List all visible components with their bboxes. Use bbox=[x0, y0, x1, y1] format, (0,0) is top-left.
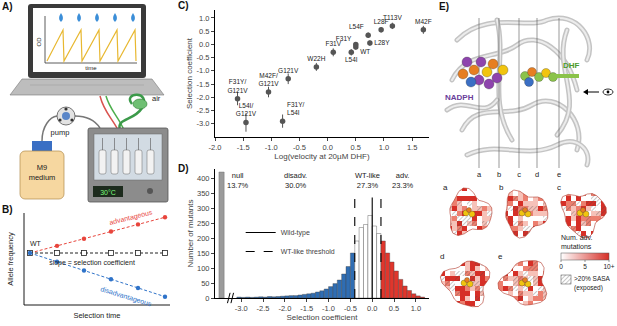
svg-text:advantageous: advantageous bbox=[109, 208, 154, 227]
svg-text:0: 0 bbox=[559, 263, 563, 270]
svg-text:null13.7%: null13.7% bbox=[227, 171, 249, 190]
svg-text:200: 200 bbox=[197, 234, 210, 243]
svg-text:F31Y: F31Y bbox=[336, 35, 352, 42]
html-text:C): C) bbox=[178, 0, 189, 11]
svg-text:50: 50 bbox=[201, 279, 209, 288]
svg-text:350: 350 bbox=[197, 189, 210, 198]
svg-text:100: 100 bbox=[197, 264, 210, 273]
svg-text:250: 250 bbox=[197, 219, 210, 228]
svg-text:(exposed): (exposed) bbox=[574, 284, 603, 292]
svg-text:-1.0: -1.0 bbox=[322, 304, 335, 313]
svg-text:-0.5: -0.5 bbox=[344, 304, 357, 313]
svg-text:1.0: 1.0 bbox=[199, 14, 209, 23]
svg-text:>20% SASA: >20% SASA bbox=[574, 275, 611, 282]
svg-text:W22H: W22H bbox=[307, 55, 325, 62]
svg-text:Selection time: Selection time bbox=[73, 311, 120, 320]
svg-text:adv.23.3%: adv.23.3% bbox=[392, 171, 414, 190]
svg-text:e: e bbox=[498, 252, 503, 261]
svg-text:0.0: 0.0 bbox=[367, 304, 377, 313]
svg-text:F31Y/L54I: F31Y/L54I bbox=[287, 101, 305, 116]
svg-text:-2.0: -2.0 bbox=[197, 93, 210, 102]
svg-text:WT: WT bbox=[30, 240, 42, 247]
svg-text:400: 400 bbox=[197, 174, 210, 183]
svg-text:-3.0: -3.0 bbox=[235, 304, 248, 313]
svg-text:WT-like27.3%: WT-like27.3% bbox=[355, 171, 380, 190]
svg-text:0: 0 bbox=[205, 294, 209, 303]
svg-text:M42F: M42F bbox=[415, 18, 432, 25]
svg-text:10+: 10+ bbox=[603, 263, 614, 270]
svg-text:300: 300 bbox=[197, 204, 210, 213]
svg-text:DHF: DHF bbox=[563, 61, 580, 70]
svg-text:150: 150 bbox=[197, 249, 210, 258]
svg-text:a: a bbox=[443, 183, 448, 192]
html-text:B): B) bbox=[2, 204, 13, 215]
svg-text:Num. adv.: Num. adv. bbox=[561, 234, 592, 241]
svg-text:c: c bbox=[517, 170, 521, 179]
svg-text:L28F: L28F bbox=[374, 18, 389, 25]
svg-text:d: d bbox=[440, 252, 444, 261]
html-text:D): D) bbox=[178, 163, 189, 174]
svg-text:Number of mutants: Number of mutants bbox=[186, 199, 195, 267]
svg-text:5: 5 bbox=[583, 263, 587, 270]
svg-text:-2.5: -2.5 bbox=[257, 304, 270, 313]
svg-text:b: b bbox=[497, 170, 501, 179]
svg-text:b: b bbox=[499, 183, 504, 192]
svg-text:disadvantageous: disadvantageous bbox=[99, 285, 152, 308]
svg-text:a: a bbox=[477, 170, 482, 179]
svg-text:-1.5: -1.5 bbox=[237, 143, 250, 152]
svg-text:slope = selection coefficient: slope = selection coefficient bbox=[49, 259, 135, 267]
svg-text:0.5: 0.5 bbox=[199, 27, 209, 36]
svg-text:-1.5: -1.5 bbox=[197, 80, 210, 89]
svg-text:OD: OD bbox=[36, 37, 42, 47]
svg-text:-1.0: -1.0 bbox=[265, 143, 278, 152]
html-text:E): E) bbox=[439, 1, 449, 12]
svg-text:L28Y: L28Y bbox=[374, 39, 390, 46]
svg-text:-2.0: -2.0 bbox=[209, 143, 222, 152]
svg-text:1.0: 1.0 bbox=[379, 143, 389, 152]
svg-text:0.0: 0.0 bbox=[322, 143, 332, 152]
svg-text:WT-like threshold: WT-like threshold bbox=[281, 248, 335, 255]
svg-text:0.0: 0.0 bbox=[199, 40, 209, 49]
svg-text:L54I: L54I bbox=[345, 56, 358, 63]
svg-text:-1.5: -1.5 bbox=[300, 304, 313, 313]
svg-text:pump: pump bbox=[51, 128, 70, 137]
svg-text:-2.0: -2.0 bbox=[278, 304, 291, 313]
svg-text:e: e bbox=[557, 170, 561, 179]
svg-text:WT: WT bbox=[360, 48, 370, 55]
svg-text:M9: M9 bbox=[37, 163, 47, 172]
svg-text:0.5: 0.5 bbox=[389, 304, 399, 313]
svg-text:Selection coefficient: Selection coefficient bbox=[185, 37, 194, 109]
svg-text:disadv.30.0%: disadv.30.0% bbox=[284, 171, 307, 190]
svg-text:Allele frequency: Allele frequency bbox=[6, 232, 15, 286]
svg-text:M42F/G121V: M42F/G121V bbox=[258, 72, 279, 87]
svg-text:F31V: F31V bbox=[325, 40, 341, 47]
svg-text:Selection coefficient: Selection coefficient bbox=[286, 313, 358, 322]
svg-text:time: time bbox=[85, 65, 97, 71]
svg-text:d: d bbox=[535, 170, 539, 179]
svg-text:T113V: T113V bbox=[383, 14, 402, 21]
svg-text:L54F: L54F bbox=[349, 23, 364, 30]
svg-text:-3.0: -3.0 bbox=[197, 119, 210, 128]
svg-text:G121V: G121V bbox=[278, 67, 299, 74]
svg-text:1.5: 1.5 bbox=[407, 143, 417, 152]
svg-text:30°C: 30°C bbox=[100, 189, 116, 196]
svg-text:-2.5: -2.5 bbox=[197, 106, 210, 115]
svg-text:air: air bbox=[152, 94, 161, 103]
svg-text:Log(velocity at 20µM DHF): Log(velocity at 20µM DHF) bbox=[274, 152, 370, 161]
svg-text:NADPH: NADPH bbox=[445, 93, 474, 102]
svg-text:-0.5: -0.5 bbox=[293, 143, 306, 152]
svg-text:L54I/G121V: L54I/G121V bbox=[236, 102, 257, 117]
svg-text:mutations: mutations bbox=[561, 243, 592, 250]
html-text:A): A) bbox=[2, 1, 13, 12]
svg-text:F31Y/G121V: F31Y/G121V bbox=[227, 78, 248, 93]
svg-text:1.0: 1.0 bbox=[411, 304, 421, 313]
svg-text:medium: medium bbox=[29, 173, 56, 182]
svg-text:-0.5: -0.5 bbox=[197, 53, 210, 62]
svg-text:c: c bbox=[557, 183, 561, 192]
svg-text:0.5: 0.5 bbox=[351, 143, 361, 152]
svg-text:Wild-type: Wild-type bbox=[281, 229, 310, 237]
svg-text:-1.0: -1.0 bbox=[197, 66, 210, 75]
